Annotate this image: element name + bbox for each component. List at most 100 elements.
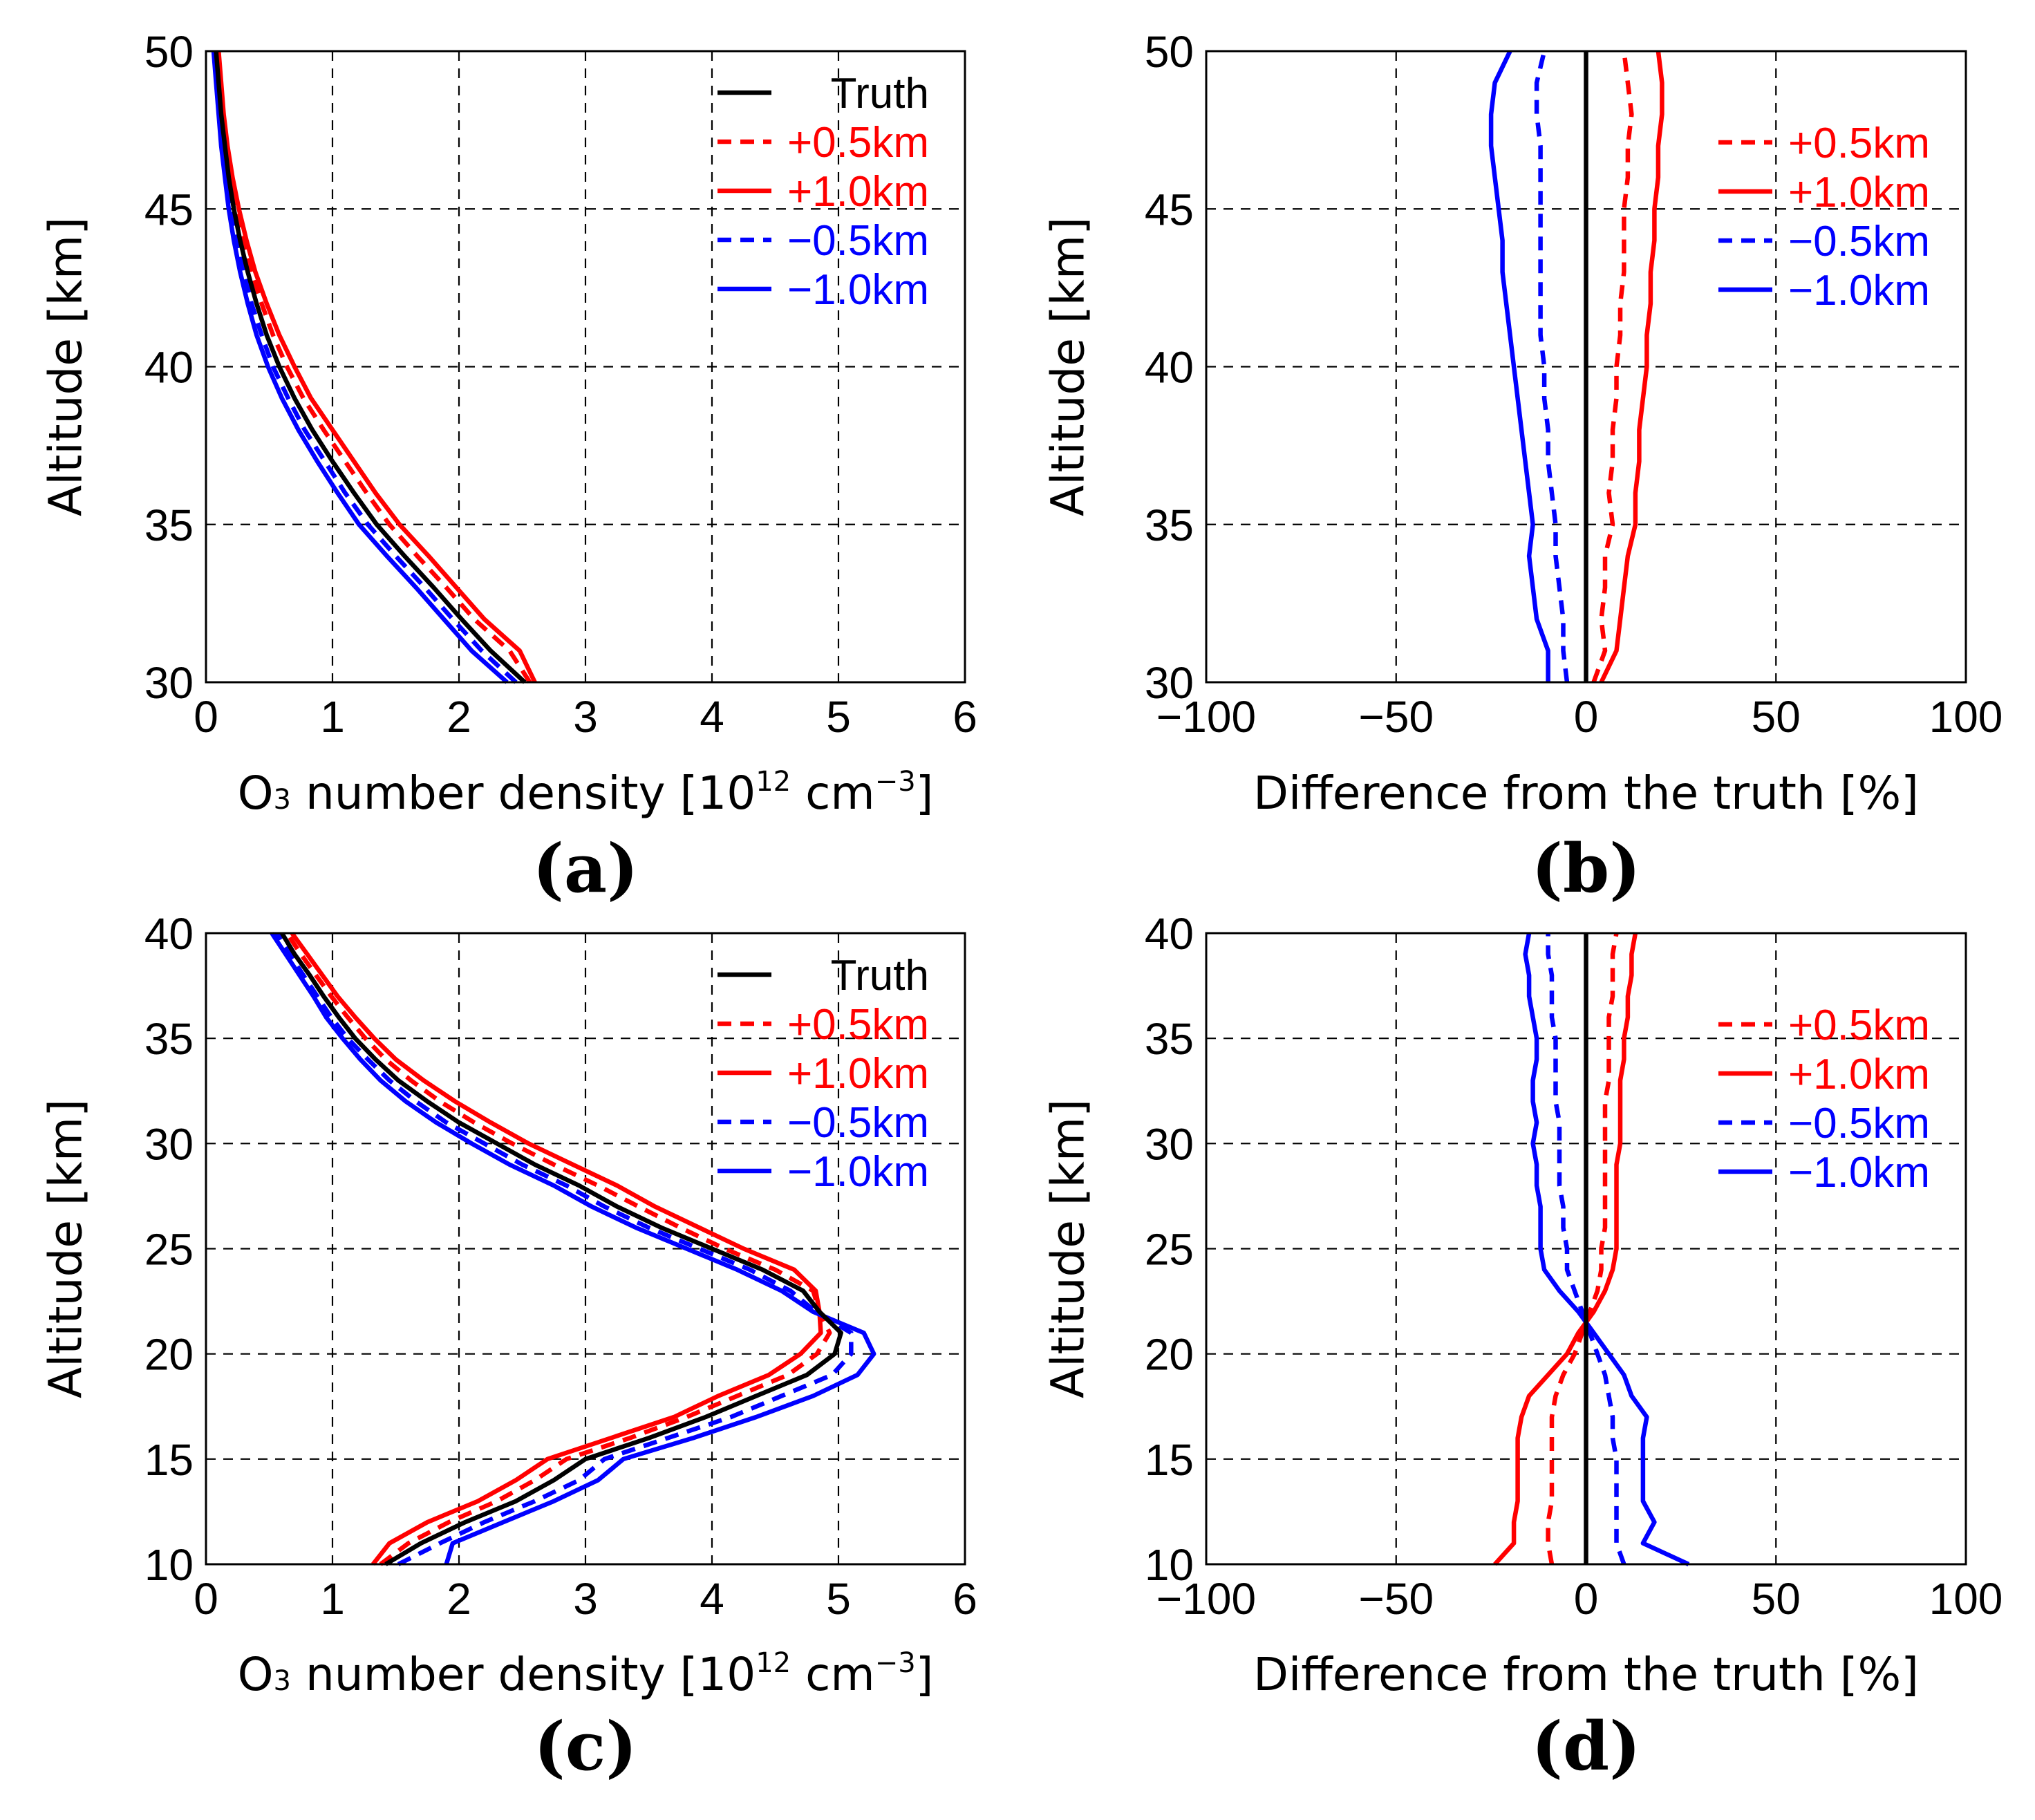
series-line-m1p0km xyxy=(1523,932,1690,1566)
panel-label: (c) xyxy=(534,1707,637,1785)
y-tick-label: 30 xyxy=(1145,658,1194,708)
y-tick-label: 45 xyxy=(144,185,194,234)
y-tick-label: 35 xyxy=(144,1014,194,1064)
x-tick-label: 6 xyxy=(953,1574,977,1624)
legend-label: −1.0km xyxy=(1788,1149,1930,1197)
series-line-m0p5km xyxy=(1591,50,1634,684)
legend-label: −1.0km xyxy=(787,266,929,314)
y-axis-title: Altitude [km] xyxy=(39,217,93,516)
legend: +0.5km+1.0km−0.5km−1.0km xyxy=(1718,1002,1930,1197)
x-axis-title: Difference from the truth [%] xyxy=(1253,767,1919,820)
legend-label: +1.0km xyxy=(1788,1051,1930,1098)
x-tick-label: 50 xyxy=(1752,1574,1801,1624)
y-tick-label: 30 xyxy=(144,658,194,708)
x-axis-title: Difference from the truth [%] xyxy=(1253,1648,1919,1701)
x-tick-label: 0 xyxy=(1574,1574,1599,1624)
x-tick-label: 2 xyxy=(447,692,471,742)
y-tick-label: 40 xyxy=(1145,909,1194,959)
legend-label: −0.5km xyxy=(787,217,929,265)
series-line-m1p0km xyxy=(1493,932,1638,1566)
series-line-m1p0km xyxy=(270,932,876,1565)
plot-frame xyxy=(1205,50,1967,684)
y-tick-label: 40 xyxy=(1145,343,1194,393)
legend-label: +0.5km xyxy=(1788,120,1930,167)
y-tick-label: 30 xyxy=(1145,1119,1194,1169)
x-tick-label: 5 xyxy=(826,692,851,742)
x-tick-label: 0 xyxy=(1574,692,1599,742)
x-tick-label: 0 xyxy=(194,1574,218,1624)
panel-label: (d) xyxy=(1532,1707,1641,1785)
x-tick-label: 2 xyxy=(447,1574,471,1624)
x-tick-label: 5 xyxy=(826,1574,851,1624)
y-tick-label: 15 xyxy=(1145,1435,1194,1485)
y-tick-label: 20 xyxy=(1145,1330,1194,1380)
legend-label: +1.0km xyxy=(787,168,929,216)
panel-label: (a) xyxy=(532,829,638,908)
panel-b: −100 −50 0 50 100 30 35 40 45 50 Difference from t… xyxy=(1042,27,2003,908)
x-tick-label: 50 xyxy=(1752,692,1801,742)
y-tick-label: 15 xyxy=(144,1435,194,1485)
series-line-m0p5km xyxy=(274,932,854,1566)
x-tick-label: 100 xyxy=(1929,1574,2003,1624)
series-line-Truth xyxy=(214,50,527,684)
plot-frame xyxy=(1205,932,1967,1566)
x-tick-label: 1 xyxy=(320,1574,345,1624)
y-tick-label: 30 xyxy=(144,1119,194,1169)
legend-label: −1.0km xyxy=(787,1148,929,1196)
legend-label: Truth xyxy=(831,70,929,118)
legend-label: −0.5km xyxy=(1788,218,1930,265)
legend-label: −0.5km xyxy=(1788,1100,1930,1147)
y-axis-title: Altitude [km] xyxy=(1042,217,1095,516)
x-tick-label: −50 xyxy=(1358,1574,1434,1624)
y-tick-label: 25 xyxy=(1145,1225,1194,1275)
legend-label: +0.5km xyxy=(1788,1002,1930,1049)
series-line-m1p0km xyxy=(211,50,509,684)
legend-label: +0.5km xyxy=(787,119,929,167)
series-line-m1p0km xyxy=(1488,50,1550,682)
series-line-m1p0km xyxy=(216,50,537,684)
series-line-m0p5km xyxy=(1546,933,1626,1566)
y-tick-label: 20 xyxy=(144,1330,194,1380)
legend: Truth+0.5km+1.0km−0.5km−1.0km xyxy=(718,952,929,1196)
plot-frame xyxy=(205,50,966,684)
x-tick-label: 3 xyxy=(573,692,598,742)
y-tick-label: 50 xyxy=(1145,27,1194,77)
y-tick-label: 35 xyxy=(144,500,194,550)
legend-label: +0.5km xyxy=(787,1001,929,1049)
series-line-Truth xyxy=(280,932,843,1566)
panel-d: −100 −50 0 50 100 10 15 20 25 30 35 40 Difference fr… xyxy=(1042,909,2003,1785)
x-axis-title: O3 number density [1012 cm−3] xyxy=(238,766,934,820)
y-tick-label: 35 xyxy=(1145,500,1194,550)
legend: Truth+0.5km+1.0km−0.5km−1.0km xyxy=(718,70,929,314)
legend: +0.5km+1.0km−0.5km−1.0km xyxy=(1718,120,1930,315)
legend-label: +1.0km xyxy=(787,1050,929,1098)
plot-frame xyxy=(205,932,966,1566)
y-tick-label: 40 xyxy=(144,909,194,959)
x-tick-label: 100 xyxy=(1929,692,2003,742)
series-line-m0p5km xyxy=(285,932,832,1566)
y-tick-label: 45 xyxy=(1145,185,1194,234)
series-line-m0p5km xyxy=(1546,932,1619,1565)
x-tick-label: 6 xyxy=(953,692,977,742)
x-tick-label: −50 xyxy=(1358,692,1434,742)
series-line-m0p5km xyxy=(1534,50,1570,683)
y-tick-label: 50 xyxy=(144,27,194,77)
y-tick-label: 10 xyxy=(1145,1540,1194,1590)
x-tick-label: 0 xyxy=(194,692,218,742)
y-axis-title: Altitude [km] xyxy=(39,1099,93,1398)
legend-label: +1.0km xyxy=(1788,169,1930,216)
y-axis-title: Altitude [km] xyxy=(1042,1099,1095,1398)
x-tick-label: 4 xyxy=(700,692,724,742)
legend-label: −1.0km xyxy=(1788,267,1930,315)
panel-label: (b) xyxy=(1532,829,1641,908)
legend-label: Truth xyxy=(831,952,929,1000)
series-line-m1p0km xyxy=(1599,50,1664,684)
x-tick-label: 3 xyxy=(573,1574,598,1624)
x-axis-title: O3 number density [1012 cm−3] xyxy=(238,1647,934,1701)
x-tick-label: −100 xyxy=(1156,1574,1256,1624)
x-tick-label: −100 xyxy=(1156,692,1256,742)
series-line-m1p0km xyxy=(290,932,823,1566)
panel-c: 0 1 2 3 4 5 6 10 15 20 25 30 35 40 O3 number density [… xyxy=(39,909,977,1785)
